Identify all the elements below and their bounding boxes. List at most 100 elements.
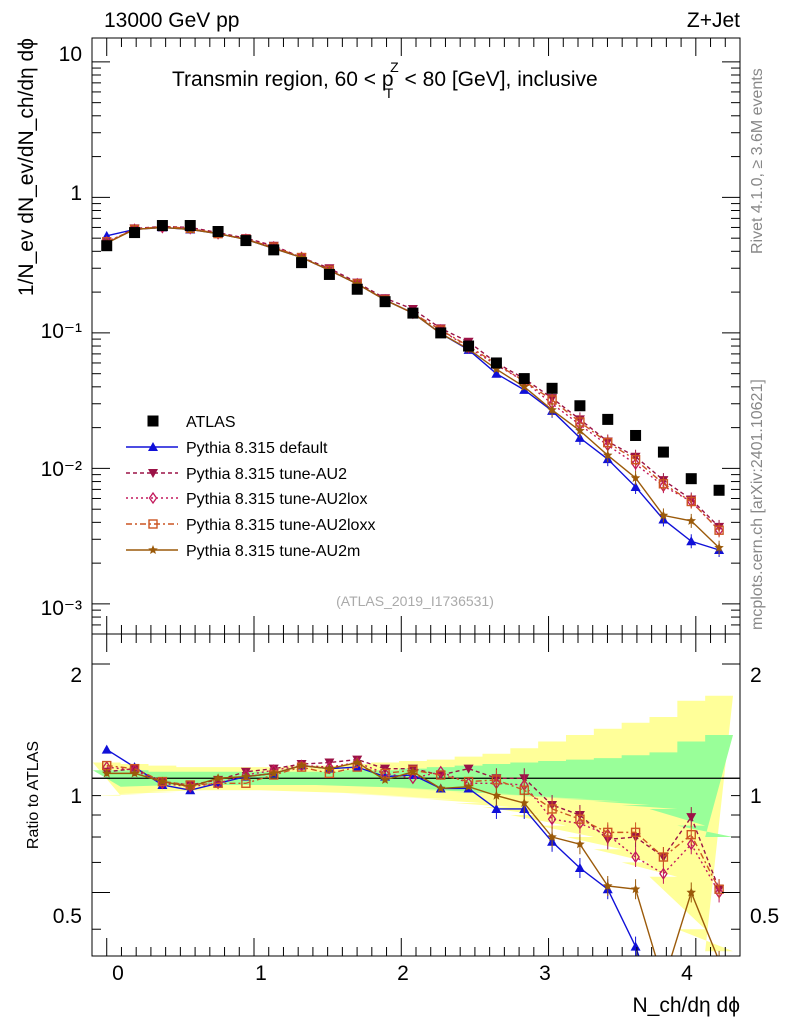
legend-entry-default: Pythia 8.315 default	[186, 440, 328, 457]
ratio-line-2	[106, 761, 720, 893]
ratio-point-4	[408, 766, 418, 776]
atlas-point	[351, 283, 363, 295]
lower-ytick-label-left-1: 1	[70, 785, 82, 808]
ratio-point-3	[436, 770, 446, 780]
upper-title-sub: T	[385, 85, 394, 101]
ratio-point-2	[547, 813, 557, 826]
ratio-point-2	[241, 768, 251, 782]
rivet-label: Rivet 4.1.0, ≥ 3.6M events	[749, 68, 766, 254]
series-point-3	[630, 454, 641, 465]
ratio-point-4	[102, 768, 112, 778]
atlas-point	[602, 413, 614, 425]
lower-ytick-label-right-0: 0.5	[750, 905, 779, 928]
upper-ylabel: 1/N_ev dN_ev/dN_ch/dη dϕ	[15, 38, 38, 296]
ratio-point-3	[547, 804, 557, 814]
legend-entry-au2lox: Pythia 8.315 tune-AU2lox	[186, 491, 367, 508]
atlas-point	[546, 382, 558, 394]
source-label: mcplots.cern.ch [arXiv:2401.10621]	[749, 379, 766, 630]
series-point-2	[631, 457, 640, 471]
atlas-point	[323, 268, 335, 280]
atlas-point	[184, 220, 196, 232]
atlas-point	[713, 484, 725, 496]
ratio-point-0	[574, 863, 585, 873]
ratio-point-2	[408, 772, 418, 785]
upper-title: Transmin region, 60 < p TZ < 80 [GeV], in…	[172, 59, 598, 101]
lower-series-layer	[101, 744, 725, 956]
legend-symbol-1	[148, 469, 158, 478]
atlas-point	[296, 257, 308, 269]
series-point-4	[519, 381, 529, 391]
upper-ytick-label-1: 10⁻²	[41, 458, 82, 481]
atlas-point	[407, 307, 419, 319]
ratio-point-4	[519, 798, 529, 808]
ratio-point-4	[129, 768, 140, 778]
series-point-0	[630, 481, 641, 491]
atlas-point	[490, 357, 502, 369]
atlas-point	[435, 327, 447, 339]
ratio-point-4	[630, 884, 641, 894]
ratio-point-2	[325, 760, 334, 774]
lower-ticks	[91, 634, 741, 956]
ratio-point-3	[241, 778, 251, 788]
ratio-point-4	[491, 790, 502, 800]
ratio-point-4	[575, 839, 585, 849]
ratio-point-2	[686, 838, 696, 851]
ratio-point-4	[241, 771, 251, 781]
upper-panel: Transmin region, 60 < p TZ < 80 [GeV], in…	[15, 37, 741, 635]
series-line-2	[106, 226, 720, 531]
lower-ytick-label-right-2: 2	[750, 664, 762, 687]
series-point-4	[686, 515, 696, 525]
atlas-point	[268, 244, 280, 256]
series-point-4	[658, 510, 669, 520]
xtick-label-0: 0	[112, 962, 124, 985]
series-point-0	[519, 384, 530, 394]
ratio-point-3	[658, 852, 669, 862]
series-point-3	[714, 525, 724, 535]
ratio-point-4	[324, 763, 335, 773]
ratio-band-inner	[92, 735, 734, 838]
legend-symbol-4	[148, 545, 158, 554]
ratio-point-3	[575, 814, 585, 824]
lower-ylabel: Ratio to ATLAS	[25, 741, 42, 849]
ratio-point-1	[463, 764, 474, 774]
series-point-4	[630, 473, 641, 482]
upper-title-sup: Z	[390, 59, 399, 75]
ratio-point-4	[296, 760, 307, 770]
upper-title-tail: < 80 [GeV], inclusive	[399, 68, 598, 91]
atlas-point	[630, 429, 642, 441]
ratio-point-4	[213, 773, 223, 783]
ratio-point-1	[686, 813, 697, 823]
atlas-point	[685, 473, 697, 485]
lower-ytick-label-left-2: 2	[70, 664, 82, 687]
upper-series-layer	[101, 220, 725, 558]
series-line-3	[106, 225, 720, 531]
upper-ytick-label-2: 10⁻¹	[41, 320, 82, 343]
ratio-point-0	[630, 941, 641, 951]
ratio-point-4	[157, 776, 168, 786]
lower-panel: Ratio to ATLAS 0.5 1 2 0.5 1 2	[25, 633, 779, 957]
ratio-point-4	[719, 955, 720, 956]
legend-entry-atlas: ATLAS	[186, 414, 236, 431]
atlas-point	[379, 296, 391, 308]
series-point-0	[686, 536, 697, 546]
series-point-4	[714, 542, 724, 552]
ratio-point-3	[714, 884, 724, 894]
ratio-point-0	[101, 744, 112, 754]
ratio-point-4	[185, 781, 195, 791]
ratio-point-3	[686, 829, 696, 840]
energy-label: 13000 GeV pp	[104, 9, 239, 32]
series-point-4	[603, 450, 613, 460]
ratio-point-4	[352, 757, 362, 767]
upper-ticks	[91, 38, 741, 635]
atlas-point	[463, 340, 475, 352]
ratio-point-4	[269, 768, 279, 778]
atlas-point	[156, 220, 168, 232]
series-point-4	[491, 364, 502, 374]
ratio-point-0	[491, 803, 502, 813]
atlas-point	[240, 235, 252, 247]
atlas-point	[129, 227, 141, 239]
legend-symbol-3	[148, 519, 158, 529]
xtick-label-4: 4	[681, 962, 693, 985]
ratio-point-4	[686, 887, 696, 897]
legend-symbol-atlas	[147, 415, 159, 427]
